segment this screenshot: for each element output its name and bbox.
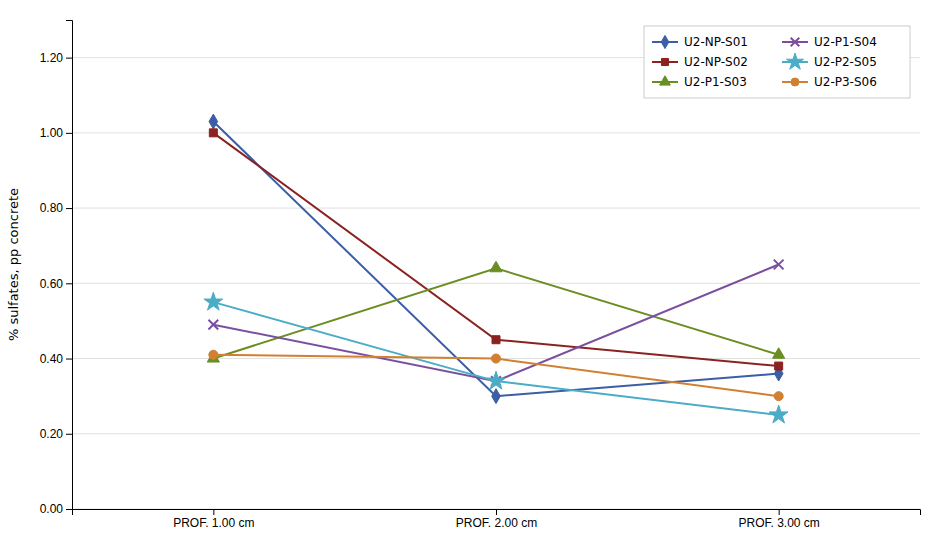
x-axis-line <box>73 510 921 516</box>
point <box>774 260 784 270</box>
y-axis-line <box>66 21 73 510</box>
y-tick: 0.20 <box>40 427 72 441</box>
x-tick-mark <box>779 509 780 515</box>
point <box>204 292 223 310</box>
y-tick-mark <box>66 58 72 59</box>
plot-area: PROF. 1.00 cm PROF. 2.00 cm PROF. 3.00 cm 0… <box>40 21 921 530</box>
legend-marker <box>661 58 668 65</box>
legend-marker <box>661 35 669 48</box>
point <box>209 350 218 359</box>
y-tick-label: 0.60 <box>40 277 64 291</box>
y-tick-label: 0.20 <box>40 427 64 441</box>
y-tick: 0.60 <box>40 277 72 291</box>
x-tick-label: PROF. 3.00 cm <box>738 516 819 530</box>
series-line <box>213 355 778 396</box>
legend-marker <box>791 38 800 47</box>
x-tick-mark <box>496 509 497 515</box>
legend-item: U2-NP-S02 <box>652 55 748 69</box>
point <box>492 336 500 344</box>
point <box>490 261 502 272</box>
x-tick-mark <box>213 509 214 515</box>
point <box>209 129 217 137</box>
point <box>492 389 501 404</box>
point <box>491 354 500 363</box>
series <box>209 129 782 370</box>
x-axis: PROF. 1.00 cm PROF. 2.00 cm PROF. 3.00 cm <box>73 509 921 530</box>
legend-label: U2-NP-S02 <box>684 55 748 69</box>
y-tick-mark <box>66 283 72 284</box>
series <box>204 292 788 423</box>
point <box>773 348 785 359</box>
grid-line <box>72 132 920 133</box>
series-line <box>213 133 778 366</box>
y-tick: 0.80 <box>40 201 72 215</box>
x-tick: PROF. 2.00 cm <box>456 509 537 530</box>
legend-item: U2-P1-S04 <box>782 35 877 49</box>
y-axis: 0.00 0.20 0.40 0.60 0.80 1.00 1.20 <box>40 21 73 517</box>
legend-label: U2-NP-S01 <box>684 35 748 49</box>
point <box>487 371 506 389</box>
legend-item: U2-P1-S03 <box>652 75 747 89</box>
legend-marker <box>786 53 803 69</box>
legend-label: U2-P1-S04 <box>814 35 877 49</box>
grid-line <box>72 283 920 284</box>
series <box>207 261 784 362</box>
series <box>209 350 783 400</box>
legend-marker <box>660 76 671 85</box>
point <box>774 392 783 401</box>
x-tick-label: PROF. 2.00 cm <box>456 516 537 530</box>
y-tick-mark <box>66 208 72 209</box>
y-tick-label: 0.80 <box>40 201 64 215</box>
y-tick: 1.20 <box>40 51 72 65</box>
y-tick: 0.00 <box>40 502 72 516</box>
y-tick-mark <box>66 434 72 435</box>
y-tick-label: 0.40 <box>40 352 64 366</box>
point <box>769 405 788 423</box>
y-tick-mark <box>66 359 72 360</box>
point <box>209 114 218 129</box>
point <box>775 362 783 370</box>
legend-label: U2-P2-S05 <box>814 55 877 69</box>
series-line <box>213 122 778 397</box>
y-tick-mark <box>66 509 72 510</box>
series-line <box>213 268 778 358</box>
y-tick-mark <box>66 133 72 134</box>
legend-label: U2-P3-S06 <box>814 75 877 89</box>
series <box>208 260 783 386</box>
series-group <box>204 114 788 423</box>
legend-label: U2-P1-S03 <box>684 75 747 89</box>
y-axis-title: % sulfates, pp concrete <box>6 188 21 341</box>
chart: PROF. 1.00 cm PROF. 2.00 cm PROF. 3.00 cm 0… <box>0 0 940 553</box>
x-tick: PROF. 1.00 cm <box>173 509 254 530</box>
legend-marker <box>791 78 799 86</box>
series-line <box>213 302 778 415</box>
y-tick: 1.00 <box>40 126 72 140</box>
legend-item: U2-P2-S05 <box>782 53 877 69</box>
y-tick-label: 0.00 <box>40 502 64 516</box>
y-tick-label: 1.20 <box>40 51 64 65</box>
series <box>209 114 783 403</box>
y-tick: 0.40 <box>40 352 72 366</box>
legend-item: U2-P3-S06 <box>782 75 877 89</box>
legend: U2-NP-S01 U2-NP-S02 U2-P1-S03 U2-P1-S04 U2-P… <box>644 26 910 98</box>
x-tick-label: PROF. 1.00 cm <box>173 516 254 530</box>
grid-line <box>72 208 920 209</box>
series-line <box>213 265 778 382</box>
legend-frame <box>644 26 910 98</box>
legend-item: U2-NP-S01 <box>652 35 748 49</box>
y-tick-label: 1.00 <box>40 126 64 140</box>
point <box>208 320 218 330</box>
grid-line <box>72 433 920 434</box>
x-tick: PROF. 3.00 cm <box>738 509 819 530</box>
grid <box>72 58 920 509</box>
